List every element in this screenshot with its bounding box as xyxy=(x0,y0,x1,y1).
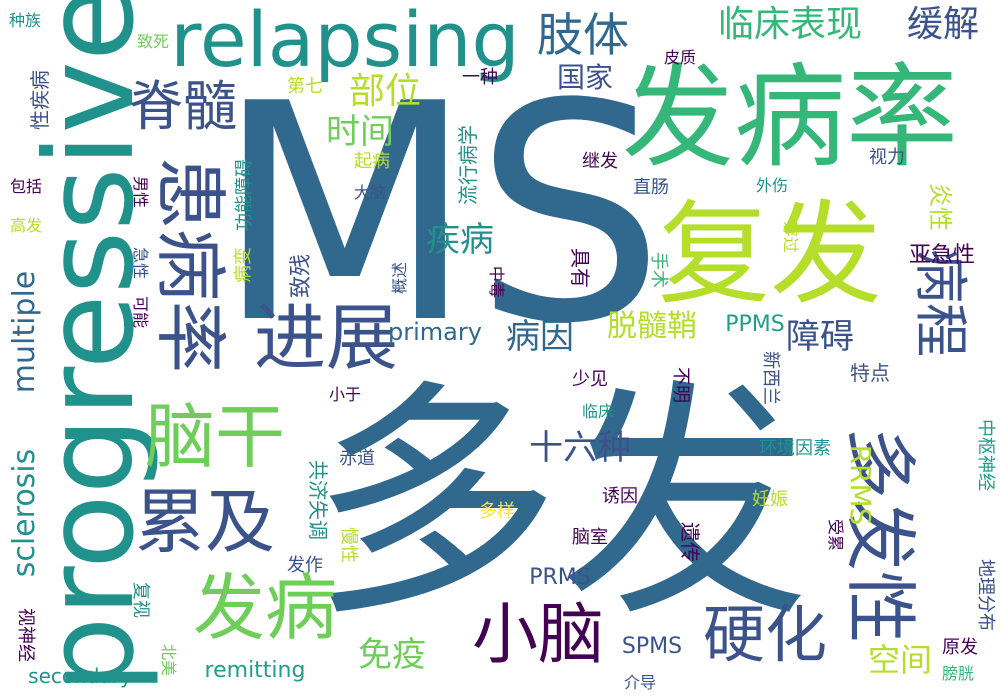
word: 包括 xyxy=(9,177,43,196)
word: 穿过 xyxy=(781,220,800,254)
word: 病因 xyxy=(506,317,574,357)
word: PPMS xyxy=(725,312,785,337)
word: 中毒 xyxy=(487,265,506,299)
word: 脑室 xyxy=(572,527,608,548)
word: 妊娠 xyxy=(752,489,788,510)
word: relapsing xyxy=(170,0,520,84)
word: 小于 xyxy=(328,385,362,404)
word: 皮质 xyxy=(663,48,697,67)
word: 功能障碍 xyxy=(234,159,255,231)
word: 大脑 xyxy=(353,183,387,202)
word: 十六种 xyxy=(529,428,631,468)
word: 急性 xyxy=(131,246,150,280)
word: 多发 xyxy=(310,359,810,650)
word: 第七 xyxy=(287,76,323,97)
word: 进展 xyxy=(253,296,399,380)
word: multiple xyxy=(7,270,42,394)
word: 概述 xyxy=(390,261,409,295)
word: 脑干 xyxy=(145,396,285,478)
word: 慢性 xyxy=(338,527,359,563)
word: 发作 xyxy=(287,555,323,576)
word: 视神经 xyxy=(15,608,36,662)
word: 视力 xyxy=(869,147,905,168)
word: 发病率 xyxy=(622,53,958,183)
word: 脱髓鞘 xyxy=(607,309,697,344)
word: 流行病学 xyxy=(456,125,480,205)
word: primary xyxy=(388,318,482,346)
word: 时间 xyxy=(326,112,394,152)
word: SPMS xyxy=(621,634,683,659)
word: 致死 xyxy=(136,32,170,51)
word: 中枢神经 xyxy=(975,419,996,491)
word: 临床 xyxy=(581,402,615,421)
word: 赤道 xyxy=(339,448,375,469)
word: 继发 xyxy=(582,151,618,172)
word: 不明 xyxy=(670,367,691,403)
word: 亚急性 xyxy=(908,243,976,268)
word: 缓解 xyxy=(906,4,980,45)
word: 复视 xyxy=(130,582,151,618)
word: 炎性 xyxy=(926,183,954,231)
word: 外伤 xyxy=(755,176,789,195)
word: 北美 xyxy=(159,643,178,677)
word: 障碍 xyxy=(786,317,854,357)
word: 累及 xyxy=(135,481,275,563)
word: 临床表现 xyxy=(717,4,863,45)
word: 诱因 xyxy=(602,486,638,507)
word: sclerosis xyxy=(7,448,42,578)
word: 共济失调 xyxy=(306,460,330,540)
word: 空间 xyxy=(867,641,933,679)
word: 种族 xyxy=(8,11,42,30)
word: 部位 xyxy=(348,71,422,112)
word: 小脑 xyxy=(472,596,604,673)
word: 一种 xyxy=(462,67,498,88)
word: 介导 xyxy=(623,673,657,692)
word: 原发 xyxy=(942,637,978,658)
word: 直肠 xyxy=(633,177,669,198)
word: 具有 xyxy=(568,248,592,288)
word: 复发 xyxy=(658,190,882,320)
word: 地理分布 xyxy=(975,559,996,631)
word: 受累 xyxy=(826,518,845,552)
word: 手术 xyxy=(648,252,669,288)
word: 病变 xyxy=(233,247,254,283)
word: secondary xyxy=(28,664,132,688)
word: 起病 xyxy=(354,151,390,172)
word: 特点 xyxy=(850,361,890,385)
word: PRMS xyxy=(529,565,591,590)
word: 疾病 xyxy=(426,220,494,260)
word: 环境因素 xyxy=(759,438,831,459)
word: 性疾病 xyxy=(28,70,52,130)
word: 男性 xyxy=(131,175,150,209)
word: 患病率 xyxy=(148,156,232,374)
word: 硬化 xyxy=(702,598,828,671)
word: 国家 xyxy=(556,61,614,94)
word: 膀胱 xyxy=(941,664,975,683)
word: RRMS xyxy=(844,444,877,526)
word: 多样 xyxy=(479,501,515,522)
word: 脊髓 xyxy=(129,75,237,138)
word: 遗传 xyxy=(678,522,702,562)
word: 少见 xyxy=(572,369,608,390)
word: 可能 xyxy=(131,295,150,329)
word: 新西兰 xyxy=(760,351,781,405)
word: 高发 xyxy=(9,216,43,235)
word: 发病 xyxy=(192,566,338,650)
word: 免疫 xyxy=(358,635,426,675)
word: 致残 xyxy=(289,253,314,299)
word: MS xyxy=(215,40,665,389)
word: remitting xyxy=(204,658,306,683)
word: 肢体 xyxy=(537,8,629,62)
